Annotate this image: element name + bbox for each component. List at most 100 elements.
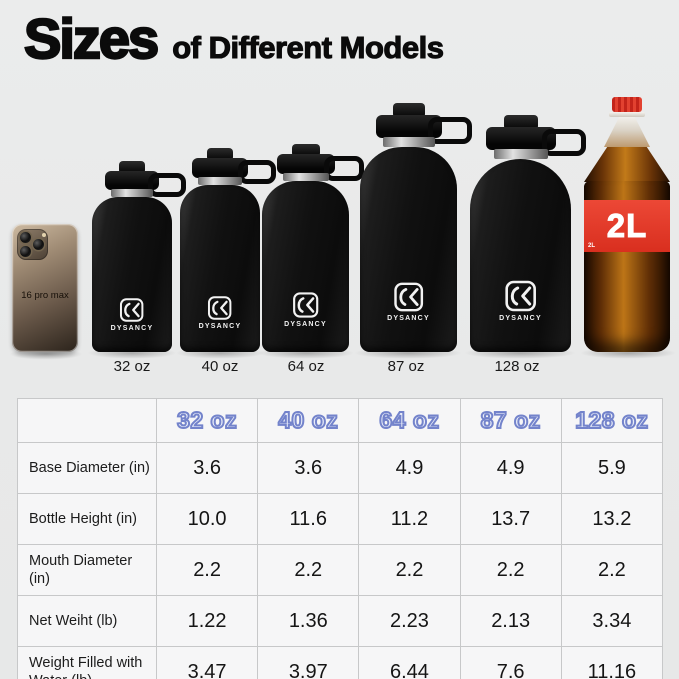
size-caption-32oz: 32 oz — [113, 358, 151, 375]
row-label: Weight Filled with Water (lb) — [17, 646, 157, 679]
cap-handle — [542, 129, 586, 156]
cap-lid — [375, 115, 442, 138]
bottle-body: DYSANCY — [360, 147, 457, 352]
spec-col-header-128oz: 128 oz — [560, 398, 664, 443]
table-row: Bottle Height (in) 10.0 11.6 11.2 13.7 1… — [17, 493, 664, 545]
cap-knob — [291, 144, 320, 155]
cap-knob — [503, 115, 538, 128]
spec-table: 32 oz 40 oz 64 oz 87 oz 128 oz Base Diam… — [17, 398, 664, 679]
spec-cell: 1.36 — [257, 595, 360, 647]
spec-cell: 4.9 — [358, 442, 461, 494]
spec-col-header-empty — [17, 398, 157, 443]
brand-logo-icon — [394, 282, 423, 312]
bottle-body: DYSANCY — [262, 181, 349, 352]
cap-lid — [276, 154, 335, 174]
bottle-body: DYSANCY — [470, 159, 571, 352]
table-header-row: 32 oz 40 oz 64 oz 87 oz 128 oz — [17, 398, 664, 443]
spec-col-header-40oz: 40 oz — [257, 398, 360, 443]
brand-logo: DYSANCY — [199, 295, 242, 330]
camera-module-icon — [17, 229, 48, 260]
brand-logo: DYSANCY — [111, 297, 154, 332]
spec-cell: 2.2 — [459, 544, 562, 596]
steel-neck-ring — [282, 173, 329, 181]
cap-lid — [105, 171, 159, 190]
spec-cell: 2.2 — [257, 544, 360, 596]
steel-neck-ring — [493, 149, 548, 159]
spec-cell: 3.6 — [155, 442, 259, 494]
camera-lens-icon — [20, 232, 31, 243]
size-caption-40oz: 40 oz — [201, 358, 239, 375]
cap-handle — [428, 117, 472, 144]
camera-lens-icon — [33, 239, 44, 250]
row-label: Net Weiht (lb) — [17, 595, 157, 647]
camera-lens-icon — [20, 246, 31, 257]
spec-cell: 7.6 — [459, 646, 562, 679]
steel-neck-ring — [111, 189, 153, 197]
row-label: Bottle Height (in) — [17, 493, 157, 545]
spec-cell: 11.2 — [358, 493, 461, 545]
brand-logo-icon — [208, 296, 232, 320]
spec-col-header-87oz: 87 oz — [459, 398, 562, 443]
cap-handle — [324, 156, 364, 181]
cola-volume-label: 2L — [606, 207, 648, 245]
spec-col-header-32oz: 32 oz — [155, 398, 259, 443]
camera-flash-icon — [42, 233, 46, 237]
spec-cell: 11.6 — [257, 493, 360, 545]
bottle-32oz: DYSANCY — [92, 161, 186, 352]
brand-name: DYSANCY — [110, 325, 154, 332]
brand-logo-icon — [120, 298, 144, 322]
cola-neck — [604, 117, 650, 147]
bottle-64oz: DYSANCY — [262, 144, 364, 352]
spec-cell: 13.7 — [459, 493, 562, 545]
bottle-87oz: DYSANCY — [360, 103, 472, 352]
table-row: Mouth Diameter (in) 2.2 2.2 2.2 2.2 2.2 — [17, 544, 664, 596]
spec-cell: 5.9 — [560, 442, 664, 494]
row-label: Base Diameter (in) — [17, 442, 157, 494]
brand-name: DYSANCY — [284, 321, 327, 328]
cap-knob — [207, 148, 233, 159]
cap-lid — [192, 158, 248, 178]
spec-cell: 2.2 — [560, 544, 664, 596]
bottle-body: DYSANCY — [180, 185, 260, 352]
title-main: Sizes — [23, 6, 161, 71]
cap-handle — [148, 173, 186, 197]
page-title: Sizes of Different Models — [23, 6, 445, 71]
size-caption-87oz: 87 oz — [387, 358, 425, 375]
size-caption-128oz: 128 oz — [494, 358, 540, 375]
spec-cell: 3.97 — [257, 646, 360, 679]
spec-cell: 1.22 — [155, 595, 259, 647]
spec-cell: 2.13 — [459, 595, 562, 647]
spec-cell: 10.0 — [155, 493, 259, 545]
cola-label: 2L 2L — [584, 200, 670, 252]
bottle-body: DYSANCY — [92, 197, 172, 352]
spec-cell: 4.9 — [459, 442, 562, 494]
spec-cell: 2.2 — [155, 544, 259, 596]
cola-neck-flange — [609, 112, 645, 117]
spec-col-header-64oz: 64 oz — [358, 398, 461, 443]
spec-cell: 13.2 — [560, 493, 664, 545]
table-row: Weight Filled with Water (lb) 3.47 3.97 … — [17, 646, 664, 679]
spec-cell: 3.6 — [257, 442, 360, 494]
cola-volume-small-label: 2L — [588, 243, 596, 249]
bottle-128oz: DYSANCY — [470, 115, 586, 352]
smartphone: 16 pro max — [12, 224, 78, 352]
table-row: Net Weiht (lb) 1.22 1.36 2.23 2.13 3.34 — [17, 595, 664, 647]
brand-logo: DYSANCY — [387, 281, 430, 322]
bottle-40oz: DYSANCY — [180, 148, 276, 352]
steel-neck-ring — [198, 177, 242, 185]
spec-cell: 2.2 — [358, 544, 461, 596]
phone-model-label: 16 pro max — [21, 290, 69, 301]
cola-bottle-2l: 2L 2L — [584, 97, 670, 352]
spec-cell: 2.23 — [358, 595, 461, 647]
table-row: Base Diameter (in) 3.6 3.6 4.9 4.9 5.9 — [17, 442, 664, 494]
cap-knob — [392, 103, 425, 116]
spec-cell: 11.16 — [560, 646, 664, 679]
cap-knob — [119, 161, 145, 172]
spec-cell: 6.44 — [358, 646, 461, 679]
row-label: Mouth Diameter (in) — [17, 544, 157, 596]
brand-name: DYSANCY — [198, 323, 242, 330]
spec-cell: 3.34 — [560, 595, 664, 647]
brand-name: DYSANCY — [499, 315, 542, 322]
cap-handle — [238, 160, 276, 184]
